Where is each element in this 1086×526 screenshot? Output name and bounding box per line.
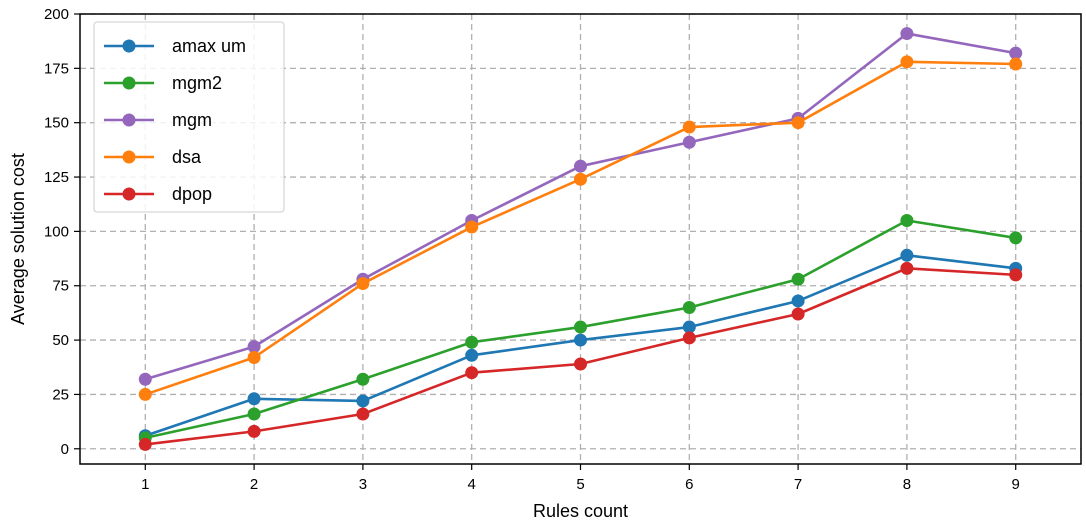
x-tick-label: 9 <box>1012 476 1020 493</box>
data-point <box>900 27 914 41</box>
y-tick-label: 0 <box>61 441 69 458</box>
legend-swatch-marker <box>122 187 136 201</box>
legend-swatch-marker <box>122 76 136 90</box>
legend-label: mgm <box>172 110 212 130</box>
legend-item: mgm2 <box>104 73 222 93</box>
data-point <box>138 372 152 386</box>
x-tick-label: 4 <box>468 476 476 493</box>
data-point <box>356 277 370 291</box>
legend-item: dpop <box>104 184 212 204</box>
data-point <box>465 366 479 380</box>
legend-swatch-marker <box>122 150 136 164</box>
legend-label: dpop <box>172 184 212 204</box>
data-point <box>574 172 587 186</box>
x-tick-label: 8 <box>903 476 911 493</box>
x-tick-label: 2 <box>250 476 258 493</box>
data-point <box>791 116 805 130</box>
data-point <box>682 300 696 314</box>
data-point <box>682 331 696 345</box>
data-point <box>900 55 914 69</box>
y-tick-label: 200 <box>44 6 69 23</box>
data-point <box>791 294 805 308</box>
x-tick-label: 6 <box>685 476 693 493</box>
data-point <box>574 320 587 334</box>
legend-item: dsa <box>104 147 202 167</box>
data-point <box>247 392 261 406</box>
data-point <box>356 394 370 408</box>
data-point <box>682 120 696 134</box>
legend-item: mgm <box>104 110 212 130</box>
y-tick-label: 75 <box>52 278 69 295</box>
data-point <box>1009 231 1023 245</box>
data-point <box>900 261 914 275</box>
y-tick-label: 125 <box>44 169 69 186</box>
data-point <box>247 424 261 438</box>
data-point <box>682 135 696 149</box>
y-tick-label: 100 <box>44 223 69 240</box>
data-point <box>465 335 479 349</box>
data-point <box>574 357 587 371</box>
data-point <box>1009 46 1023 60</box>
series-3 <box>138 55 1023 401</box>
y-axis-title: Average solution cost <box>8 153 28 325</box>
y-tick-label: 150 <box>44 115 69 132</box>
series-layer <box>138 27 1023 451</box>
x-tick-label: 1 <box>141 476 149 493</box>
data-point <box>138 387 152 401</box>
x-tick-label: 7 <box>794 476 802 493</box>
legend-swatch-marker <box>122 39 136 53</box>
data-point <box>900 214 914 228</box>
series-2 <box>138 27 1023 386</box>
legend-swatch-marker <box>122 113 136 127</box>
data-point <box>465 220 479 234</box>
x-tick-label: 5 <box>576 476 584 493</box>
axis-ticks: 1 2 3 4 5 6 7 8 9 0 25 50 75 100 125 150 175 200 <box>44 6 1020 493</box>
legend-label: dsa <box>172 147 202 167</box>
data-point <box>356 372 370 386</box>
data-point <box>356 407 370 421</box>
legend-box <box>93 21 285 213</box>
data-point <box>574 333 587 347</box>
data-point <box>574 159 587 173</box>
data-point <box>465 348 479 362</box>
x-axis-title: Rules count <box>533 501 628 521</box>
data-point <box>1009 57 1023 71</box>
legend: amax um mgm2 mgm dsa dpop <box>93 21 285 213</box>
legend-label: amax um <box>172 36 246 56</box>
legend-label: mgm2 <box>172 73 222 93</box>
data-point <box>138 437 152 451</box>
data-point <box>791 272 805 286</box>
series-4 <box>138 261 1023 451</box>
legend-item: amax um <box>104 36 246 56</box>
x-tick-label: 3 <box>359 476 367 493</box>
y-tick-label: 175 <box>44 60 69 77</box>
data-point <box>682 320 696 334</box>
data-point <box>791 307 805 321</box>
data-point <box>247 340 261 354</box>
data-point <box>247 350 261 364</box>
data-point <box>1009 268 1023 282</box>
y-tick-label: 25 <box>52 386 69 403</box>
data-point <box>900 248 914 262</box>
data-point <box>247 407 261 421</box>
y-tick-label: 50 <box>52 332 69 349</box>
